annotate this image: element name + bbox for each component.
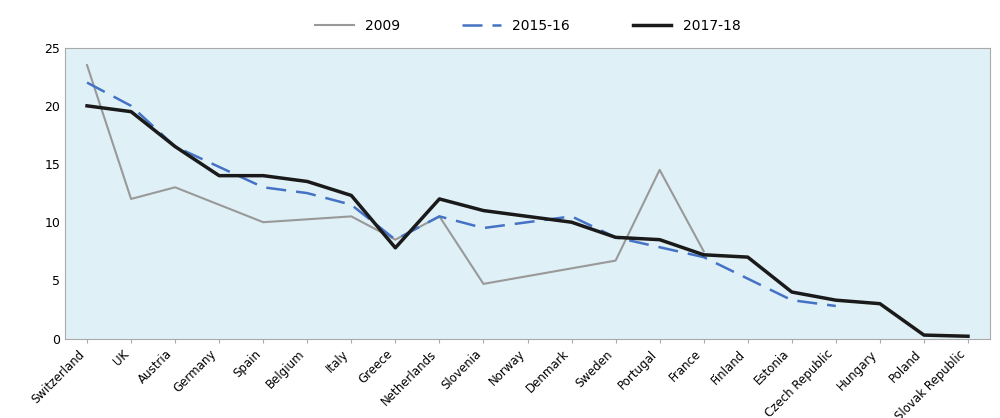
Legend: 2009, 2015-16, 2017-18: 2009, 2015-16, 2017-18 [315, 19, 740, 33]
